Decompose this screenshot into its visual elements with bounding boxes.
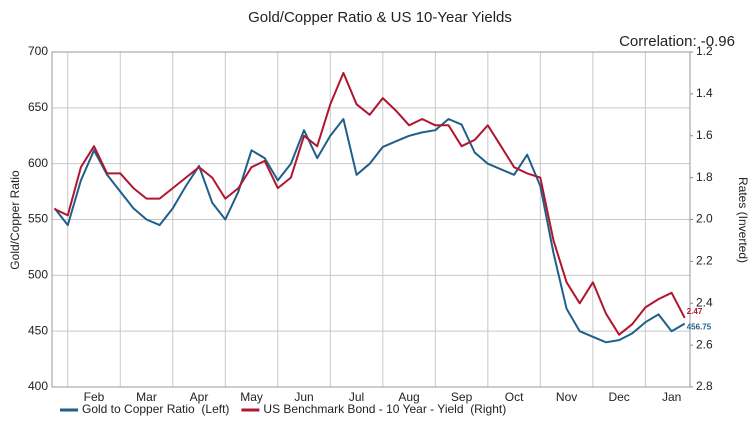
legend-label: US Benchmark Bond - 10 Year - Yield (Rig… <box>263 402 506 416</box>
y-tick-label: 450 <box>28 323 48 337</box>
x-tick-label: Aug <box>398 390 419 404</box>
x-tick-label: Sep <box>451 390 473 404</box>
series-line <box>53 118 686 344</box>
x-tick-label: Jun <box>294 390 313 404</box>
y-tick-label: 500 <box>28 268 48 282</box>
y2-tick-label: 1.2 <box>696 44 713 58</box>
y2-axis-label: Rates (Inverted) <box>736 177 750 263</box>
y2-tick-label: 2.6 <box>696 337 713 351</box>
series-line <box>54 71 686 336</box>
x-tick-label: Mar <box>136 390 157 404</box>
end-value-label: 456.75 <box>687 323 712 332</box>
y2-tick-label: 1.6 <box>696 128 713 142</box>
x-tick-label: Jan <box>662 390 681 404</box>
y-tick-label: 600 <box>28 156 48 170</box>
legend-label: Gold to Copper Ratio (Left) <box>82 402 229 416</box>
y-tick-label: 550 <box>28 212 48 226</box>
y2-tick-label: 2.8 <box>696 379 713 393</box>
y-tick-label: 650 <box>28 100 48 114</box>
y2-tick-label: 1.4 <box>696 86 713 100</box>
x-tick-label: Jul <box>349 390 364 404</box>
y2-tick-label: 2.4 <box>696 295 713 309</box>
end-value-label: 2.47 <box>687 307 703 316</box>
x-tick-label: Oct <box>505 390 524 404</box>
y2-tick-label: 1.8 <box>696 170 713 184</box>
chart-title: Gold/Copper Ratio & US 10-Year Yields <box>248 9 512 26</box>
plot-frame <box>51 51 691 388</box>
x-tick-label: Dec <box>608 390 629 404</box>
x-tick-label: Feb <box>84 390 105 404</box>
annotation: Correlation: -0.96 <box>619 33 735 50</box>
x-tick-label: Nov <box>556 390 577 404</box>
x-tick-label: Apr <box>190 390 209 404</box>
y-axis-label: Gold/Copper Ratio <box>8 170 22 270</box>
y2-tick-label: 2.0 <box>696 212 713 226</box>
y2-tick-label: 2.2 <box>696 254 713 268</box>
x-tick-label: May <box>240 390 263 404</box>
y-tick-label: 400 <box>28 379 48 393</box>
y-tick-label: 700 <box>28 44 48 58</box>
